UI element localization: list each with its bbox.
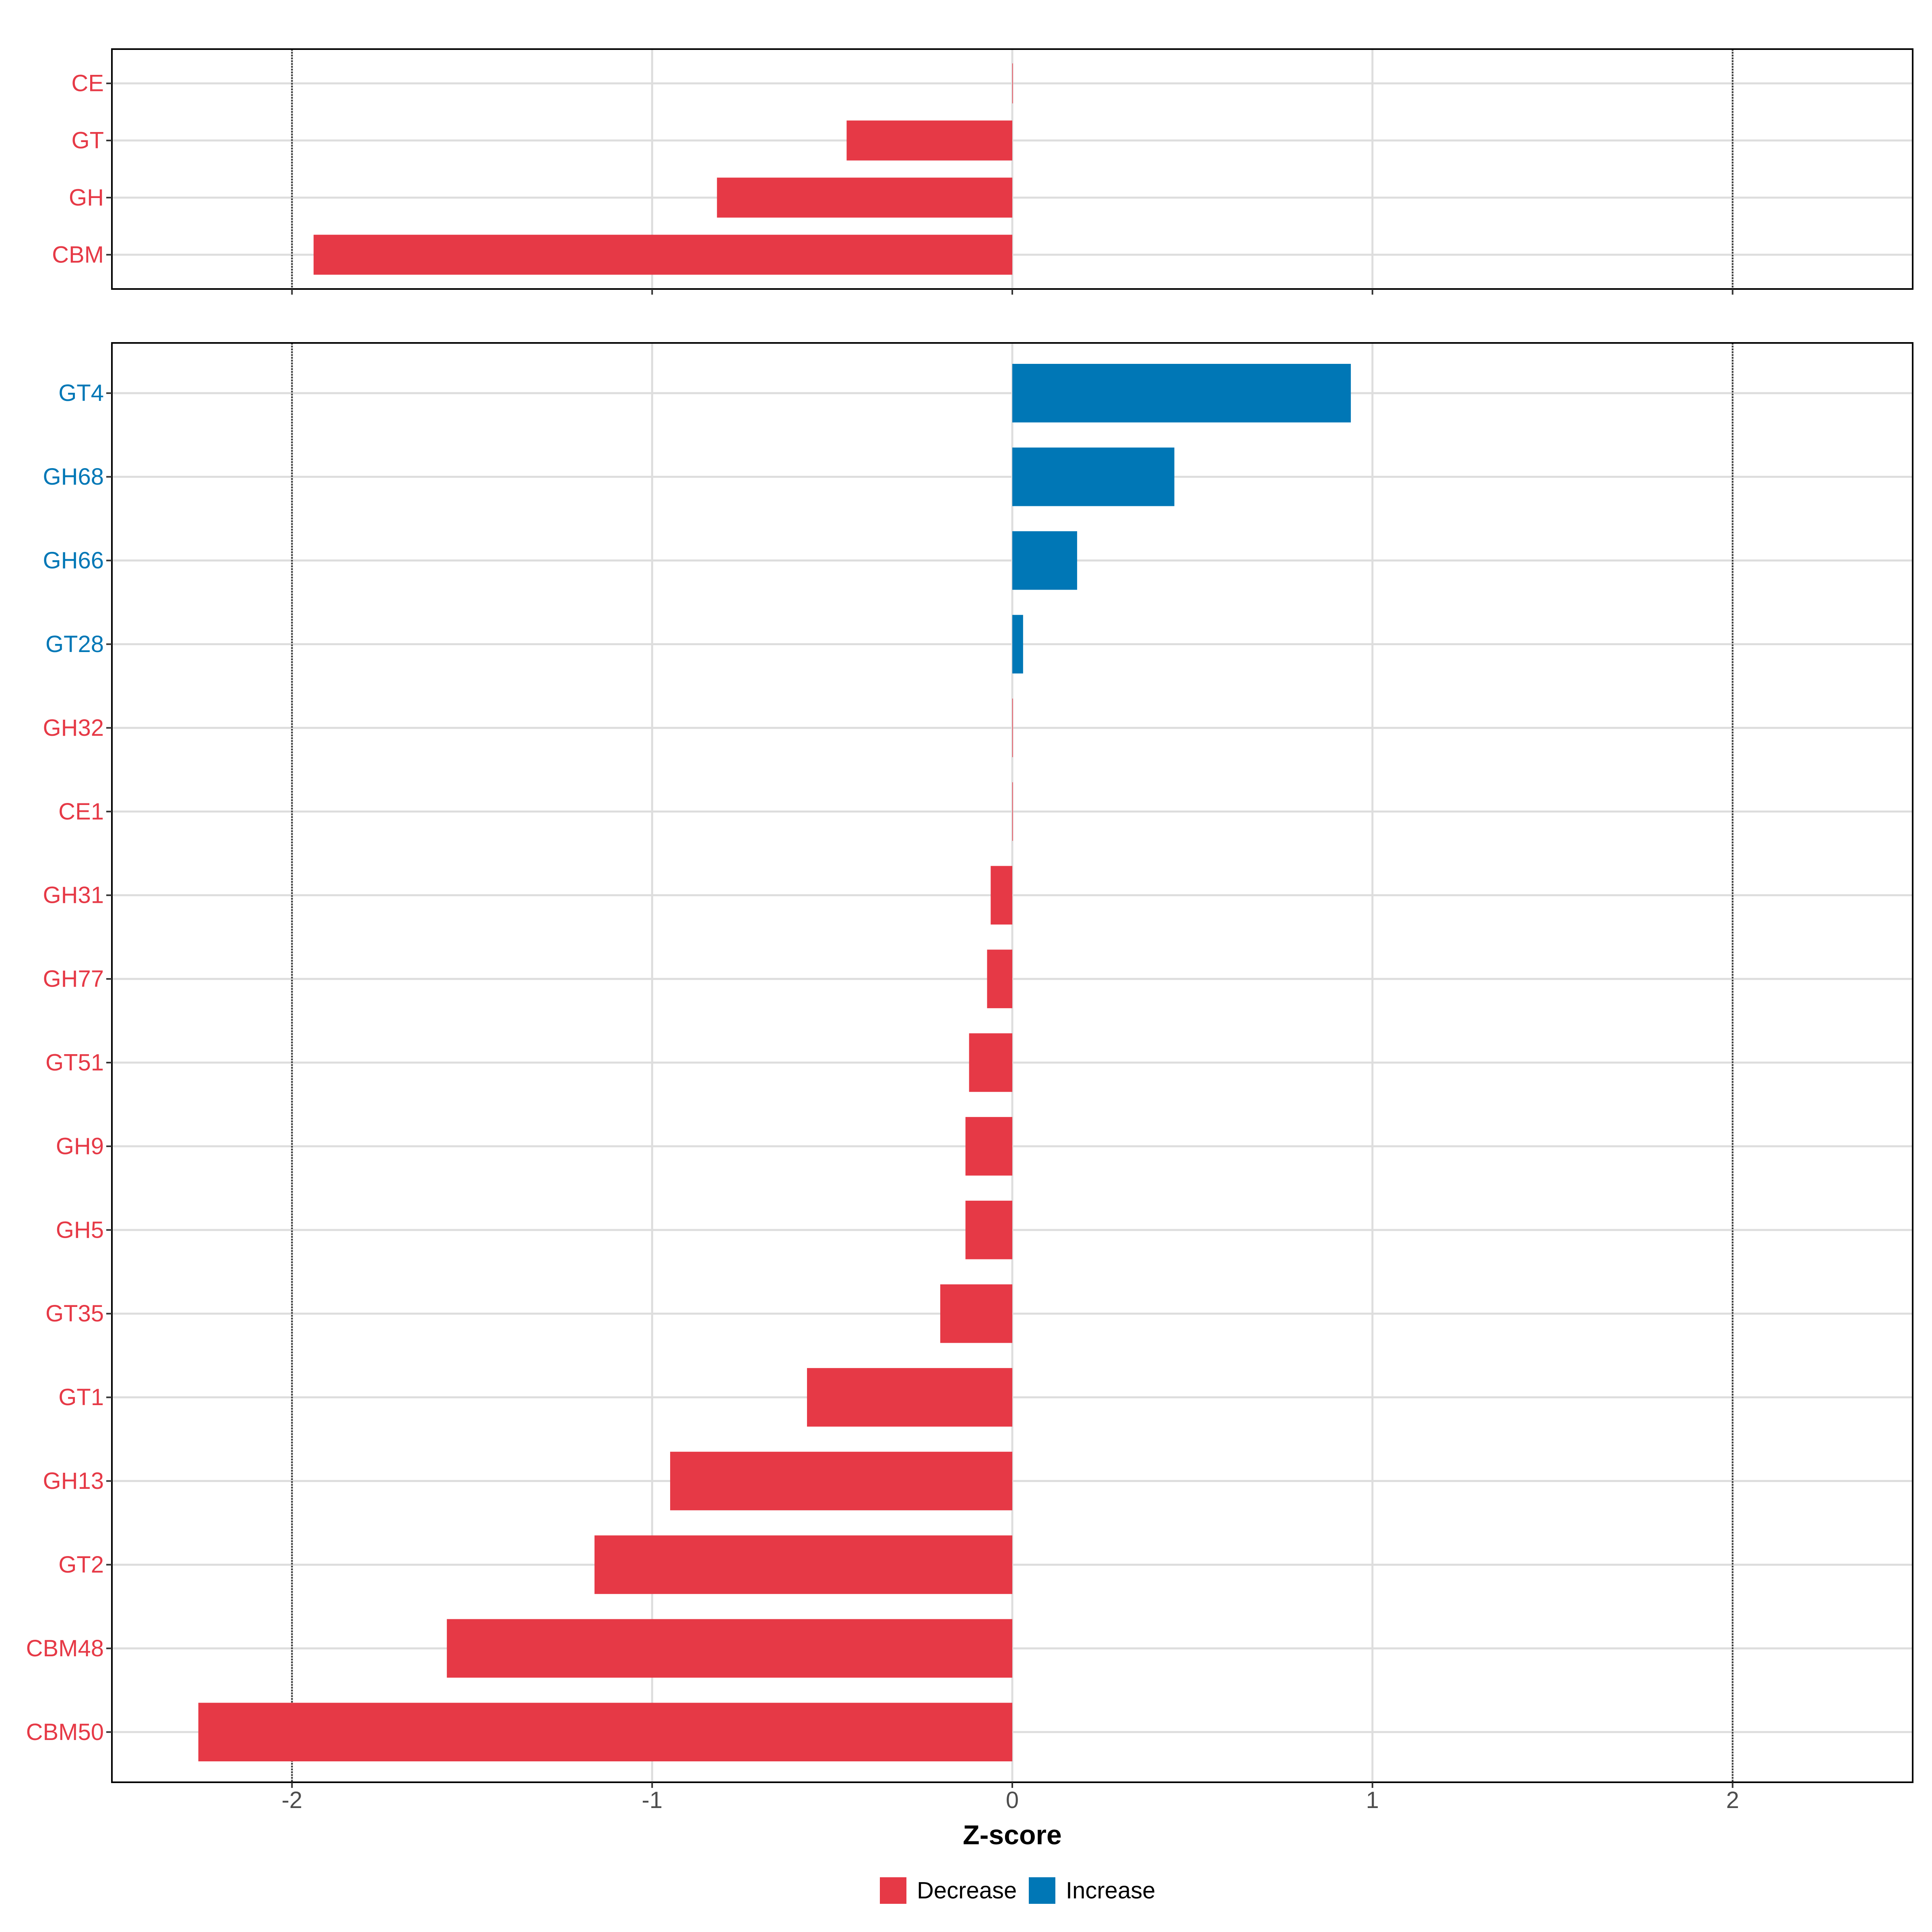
bar-gh (717, 178, 1012, 218)
category-label-gt1: GT1 (58, 1384, 104, 1410)
bar-gh68 (1012, 447, 1174, 506)
x-tick-label: -2 (282, 1787, 303, 1813)
bar-gh31 (991, 866, 1012, 925)
category-label-gt51: GT51 (45, 1050, 104, 1076)
legend-label-decrease: Decrease (917, 1878, 1017, 1904)
category-label-cbm50: CBM50 (26, 1719, 104, 1745)
bar-gt (846, 120, 1012, 161)
bar-gh9 (965, 1117, 1012, 1176)
category-label-gh5: GH5 (56, 1217, 104, 1243)
bar-ce (1012, 63, 1013, 103)
legend-swatch-decrease (880, 1877, 906, 1904)
bar-ce1 (1012, 782, 1013, 841)
category-label-ce: CE (71, 70, 104, 97)
bar-gh77 (987, 949, 1012, 1008)
legend-label-increase: Increase (1066, 1878, 1155, 1904)
category-label-gh31: GH31 (43, 882, 104, 908)
legend: Decrease Increase (880, 1877, 1155, 1904)
bar-gh66 (1012, 531, 1077, 590)
category-label-gh9: GH9 (56, 1133, 104, 1159)
bar-gt51 (969, 1033, 1012, 1092)
bar-gt4 (1012, 363, 1351, 423)
category-label-gh68: GH68 (43, 464, 104, 490)
bar-gh13 (670, 1451, 1012, 1511)
bar-cbm (314, 235, 1012, 275)
x-axis-title: Z-score (963, 1820, 1062, 1850)
category-label-gh77: GH77 (43, 966, 104, 992)
x-tick-label: 2 (1726, 1787, 1739, 1813)
category-label-gt4: GT4 (58, 380, 104, 406)
x-tick-label: 1 (1366, 1787, 1379, 1813)
legend-swatch-increase (1029, 1877, 1055, 1904)
x-tick-label: 0 (1006, 1787, 1019, 1813)
category-label-cbm48: CBM48 (26, 1635, 104, 1662)
category-label-gt28: GT28 (45, 631, 104, 657)
category-label-gt35: GT35 (45, 1300, 104, 1327)
bar-gt28 (1012, 615, 1023, 674)
bar-gt35 (940, 1284, 1012, 1343)
bar-gt1 (807, 1368, 1012, 1427)
x-tick-label: -1 (642, 1787, 663, 1813)
bar-cbm48 (447, 1619, 1012, 1678)
panel-family-level: GT4 GH68 GH66 GT28 GH32 CE1 GH31 GH77 GT51 GH9 GH5… (26, 342, 1913, 1788)
bar-gh32 (1012, 698, 1013, 758)
category-label-ce1: CE1 (58, 799, 104, 825)
category-label-gt: GT (71, 128, 104, 154)
panel-class-level: CE GT GH CBM (52, 48, 1913, 295)
category-label-gh: GH (69, 184, 104, 211)
bar-cbm50 (198, 1703, 1013, 1762)
category-label-gh13: GH13 (43, 1468, 104, 1494)
category-label-cbm: CBM (52, 242, 104, 268)
x-axis-ticks: -2 -1 0 1 2 (282, 1787, 1739, 1813)
bar-gh5 (965, 1201, 1012, 1259)
category-label-gh66: GH66 (43, 547, 104, 574)
category-label-gt2: GT2 (58, 1552, 104, 1578)
category-label-gh32: GH32 (43, 715, 104, 741)
bar-gt2 (594, 1535, 1012, 1594)
